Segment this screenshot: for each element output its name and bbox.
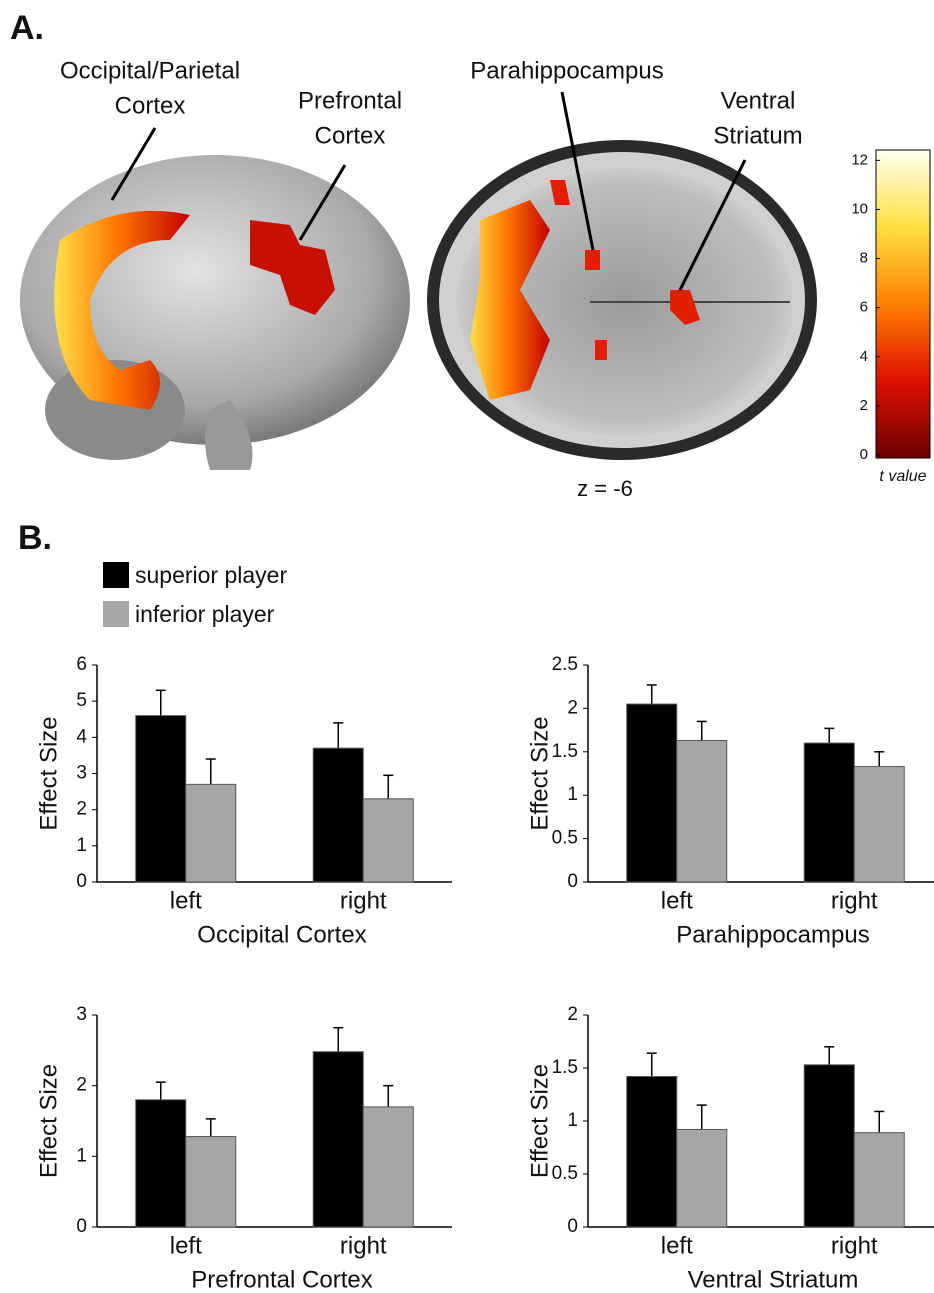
region-label: Parahippocampus — [470, 57, 663, 84]
y-axis-label: Effect Size — [526, 1064, 553, 1178]
y-tick-label: 2.5 — [552, 654, 578, 675]
region-label: Ventral — [721, 87, 796, 114]
region-label: Prefrontal — [298, 87, 402, 114]
bar — [804, 1065, 854, 1227]
y-tick-label: 4 — [76, 726, 87, 747]
bar — [136, 1100, 186, 1227]
y-tick-label: 2 — [567, 1004, 578, 1025]
colorbar-label: t value — [879, 468, 926, 485]
brain-axial — [427, 140, 817, 460]
x-tick-label: right — [831, 1232, 878, 1259]
bar — [627, 704, 677, 882]
y-tick-label: 2 — [76, 1075, 87, 1096]
colorbar-tick-label: 0 — [860, 446, 868, 463]
y-tick-label: 6 — [76, 654, 87, 675]
bar — [186, 1137, 236, 1227]
y-tick-label: 1 — [567, 784, 578, 805]
colorbar-tick-label: 10 — [851, 200, 868, 217]
x-tick-label: left — [661, 887, 693, 914]
bar — [186, 784, 236, 882]
slice-label: z = -6 — [577, 476, 633, 501]
y-tick-label: 0 — [76, 871, 87, 892]
y-tick-label: 3 — [76, 1004, 87, 1025]
y-tick-label: 1.5 — [552, 1057, 578, 1078]
y-tick-label: 2 — [567, 697, 578, 718]
bar — [854, 767, 904, 882]
y-tick-label: 0.5 — [552, 1163, 578, 1184]
colorbar-tick-label: 12 — [851, 151, 868, 168]
panel-label: A. — [10, 9, 44, 47]
x-tick-label: left — [170, 1232, 202, 1259]
bar — [854, 1133, 904, 1227]
y-tick-label: 0 — [567, 871, 578, 892]
colorbar-tick-label: 2 — [860, 397, 868, 414]
figure: A. B. z = -6 t value superior player inf… — [0, 0, 934, 1293]
legend-swatch — [103, 601, 129, 627]
x-axis-label: Parahippocampus — [676, 921, 869, 948]
y-tick-label: 1 — [567, 1110, 578, 1131]
colorbar — [876, 150, 930, 458]
y-axis-label: Effect Size — [526, 716, 553, 830]
y-tick-label: 1.5 — [552, 741, 578, 762]
colorbar-tick-label: 4 — [860, 348, 868, 365]
brain-lateral — [20, 155, 410, 470]
legend-label: superior player — [135, 562, 287, 588]
bar — [313, 1052, 363, 1227]
y-tick-label: 0 — [76, 1216, 87, 1237]
x-tick-label: right — [340, 887, 387, 914]
region-label: Striatum — [713, 122, 802, 149]
y-tick-label: 0 — [567, 1216, 578, 1237]
region-label: Cortex — [315, 122, 386, 149]
bar — [627, 1076, 677, 1227]
colorbar-tick-label: 8 — [860, 250, 868, 267]
colorbar-tick-label: 6 — [860, 299, 868, 316]
y-tick-label: 1 — [76, 1145, 87, 1166]
y-tick-label: 0.5 — [552, 828, 578, 849]
region-label: Cortex — [115, 92, 186, 119]
bar — [313, 748, 363, 882]
y-tick-label: 3 — [76, 763, 87, 784]
x-axis-label: Occipital Cortex — [197, 921, 366, 948]
y-axis-label: Effect Size — [35, 716, 62, 830]
bar — [363, 1107, 413, 1227]
y-tick-label: 2 — [76, 799, 87, 820]
bar — [136, 716, 186, 882]
y-tick-label: 5 — [76, 690, 87, 711]
bar — [677, 741, 727, 882]
x-axis-label: Ventral Striatum — [688, 1266, 859, 1293]
legend-label: inferior player — [135, 601, 275, 627]
y-axis-label: Effect Size — [35, 1064, 62, 1178]
panel-label: B. — [18, 519, 52, 557]
y-tick-label: 1 — [76, 835, 87, 856]
x-tick-label: left — [170, 887, 202, 914]
region-label: Occipital/Parietal — [60, 57, 240, 84]
x-tick-label: right — [340, 1232, 387, 1259]
x-axis-label: Prefrontal Cortex — [191, 1266, 372, 1293]
legend-swatch — [103, 562, 129, 588]
bar — [677, 1129, 727, 1227]
x-tick-label: left — [661, 1232, 693, 1259]
bar — [363, 799, 413, 882]
bar — [804, 743, 854, 882]
x-tick-label: right — [831, 887, 878, 914]
